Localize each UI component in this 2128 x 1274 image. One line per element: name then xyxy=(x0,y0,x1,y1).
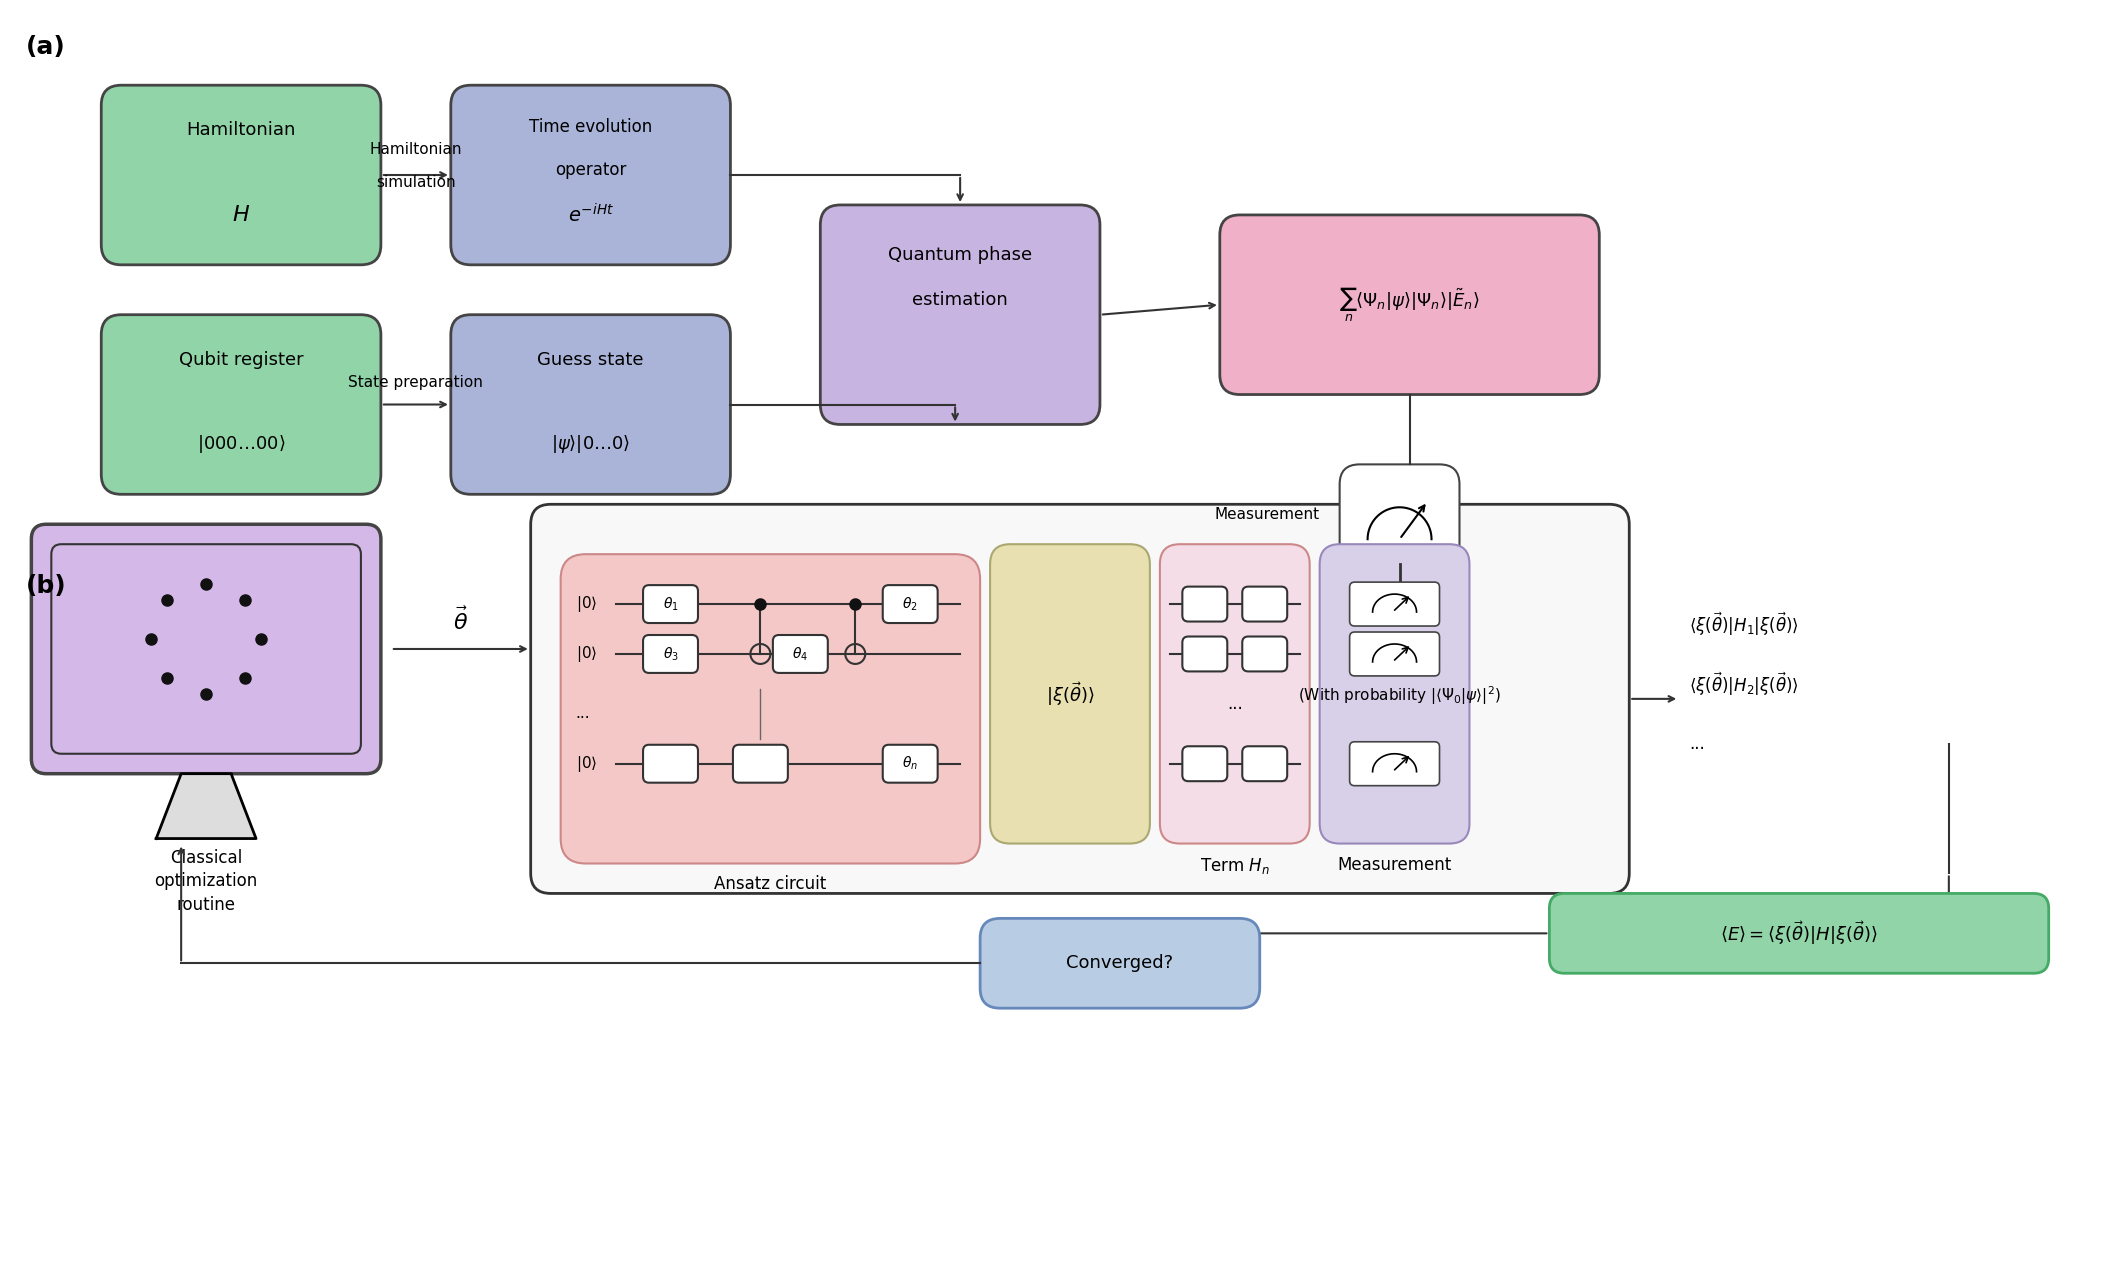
FancyBboxPatch shape xyxy=(1243,637,1287,671)
Text: State preparation: State preparation xyxy=(349,375,483,390)
Text: $\theta_4$: $\theta_4$ xyxy=(792,645,809,662)
FancyBboxPatch shape xyxy=(1183,637,1228,671)
Text: $\vec{\theta}$: $\vec{\theta}$ xyxy=(453,606,468,634)
FancyBboxPatch shape xyxy=(990,544,1149,843)
FancyBboxPatch shape xyxy=(1243,747,1287,781)
Text: ...: ... xyxy=(1690,735,1705,753)
Text: $\langle\xi(\vec{\theta})|H_1|\xi(\vec{\theta})\rangle$: $\langle\xi(\vec{\theta})|H_1|\xi(\vec{\… xyxy=(1690,610,1798,638)
Text: Measurement: Measurement xyxy=(1336,856,1451,874)
Polygon shape xyxy=(155,773,255,838)
Text: $\langle E\rangle = \langle\xi(\vec{\theta})|H|\xi(\vec{\theta})\rangle$: $\langle E\rangle = \langle\xi(\vec{\the… xyxy=(1719,920,1877,948)
FancyBboxPatch shape xyxy=(1349,582,1439,626)
Text: $\theta_n$: $\theta_n$ xyxy=(902,755,917,772)
Text: Quantum phase: Quantum phase xyxy=(887,246,1032,264)
FancyBboxPatch shape xyxy=(51,544,362,754)
FancyBboxPatch shape xyxy=(102,85,381,265)
Text: Hamiltonian: Hamiltonian xyxy=(370,141,462,157)
Text: Converged?: Converged? xyxy=(1066,954,1173,972)
FancyBboxPatch shape xyxy=(1243,586,1287,622)
Text: Measurement: Measurement xyxy=(1215,507,1319,522)
Text: ...: ... xyxy=(1387,730,1402,748)
Text: estimation: estimation xyxy=(913,290,1009,308)
Text: Time evolution: Time evolution xyxy=(530,118,653,136)
Text: $|\xi(\vec{\theta})\rangle$: $|\xi(\vec{\theta})\rangle$ xyxy=(1045,680,1094,708)
Text: $|0\rangle$: $|0\rangle$ xyxy=(577,643,598,664)
FancyBboxPatch shape xyxy=(1160,544,1309,843)
Text: ...: ... xyxy=(1228,694,1243,713)
Text: $\theta_3$: $\theta_3$ xyxy=(662,645,679,662)
FancyBboxPatch shape xyxy=(1549,893,2049,973)
Text: $\tilde{E}_0$: $\tilde{E}_0$ xyxy=(1387,648,1411,675)
FancyBboxPatch shape xyxy=(1319,544,1470,843)
Text: Term $H_n$: Term $H_n$ xyxy=(1200,856,1270,875)
Text: Ansatz circuit: Ansatz circuit xyxy=(715,875,826,893)
FancyBboxPatch shape xyxy=(1183,586,1228,622)
Text: (a): (a) xyxy=(26,36,66,60)
Text: Hamiltonian: Hamiltonian xyxy=(187,121,296,139)
Text: operator: operator xyxy=(555,161,626,180)
FancyBboxPatch shape xyxy=(1349,741,1439,786)
FancyBboxPatch shape xyxy=(1341,465,1460,564)
Text: $\sum_n \langle\Psi_n|\psi\rangle|\Psi_n\rangle|\tilde{E}_n\rangle$: $\sum_n \langle\Psi_n|\psi\rangle|\Psi_n… xyxy=(1339,285,1479,324)
FancyBboxPatch shape xyxy=(643,585,698,623)
Text: $|\psi\rangle|0\ldots0\rangle$: $|\psi\rangle|0\ldots0\rangle$ xyxy=(551,433,630,455)
FancyBboxPatch shape xyxy=(883,745,938,782)
Text: $|000\ldots00\rangle$: $|000\ldots00\rangle$ xyxy=(196,433,285,455)
FancyBboxPatch shape xyxy=(643,634,698,673)
FancyBboxPatch shape xyxy=(451,85,730,265)
Text: Qubit register: Qubit register xyxy=(179,350,304,368)
Text: (b): (b) xyxy=(26,575,66,598)
Text: simulation: simulation xyxy=(377,175,455,190)
FancyBboxPatch shape xyxy=(102,315,381,494)
Text: $e^{-iHt}$: $e^{-iHt}$ xyxy=(568,204,613,227)
FancyBboxPatch shape xyxy=(819,205,1100,424)
FancyBboxPatch shape xyxy=(451,315,730,494)
Text: $\theta_2$: $\theta_2$ xyxy=(902,595,917,613)
FancyBboxPatch shape xyxy=(981,919,1260,1008)
Text: ...: ... xyxy=(577,706,589,721)
Text: (With probability $|\langle\Psi_0|\psi\rangle|^2$): (With probability $|\langle\Psi_0|\psi\r… xyxy=(1298,684,1500,707)
FancyBboxPatch shape xyxy=(32,524,381,773)
FancyBboxPatch shape xyxy=(772,634,828,673)
FancyBboxPatch shape xyxy=(732,745,787,782)
FancyBboxPatch shape xyxy=(1349,632,1439,676)
FancyBboxPatch shape xyxy=(883,585,938,623)
Text: $\theta_1$: $\theta_1$ xyxy=(662,595,679,613)
Text: $|0\rangle$: $|0\rangle$ xyxy=(577,754,598,773)
FancyBboxPatch shape xyxy=(1183,747,1228,781)
FancyBboxPatch shape xyxy=(1219,215,1600,395)
Text: Guess state: Guess state xyxy=(538,350,645,368)
Text: Classical
optimization
routine: Classical optimization routine xyxy=(155,848,257,913)
FancyBboxPatch shape xyxy=(530,505,1630,893)
FancyBboxPatch shape xyxy=(560,554,981,864)
Text: $H$: $H$ xyxy=(232,205,251,225)
Text: $\langle\xi(\vec{\theta})|H_2|\xi(\vec{\theta})\rangle$: $\langle\xi(\vec{\theta})|H_2|\xi(\vec{\… xyxy=(1690,670,1798,698)
FancyBboxPatch shape xyxy=(643,745,698,782)
Text: $|0\rangle$: $|0\rangle$ xyxy=(577,594,598,614)
